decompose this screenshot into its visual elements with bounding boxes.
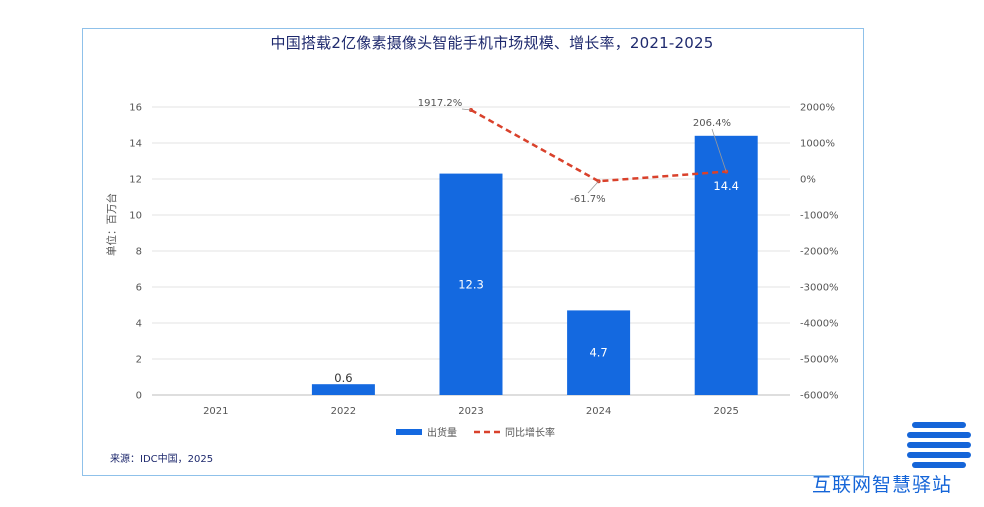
y2-tick-label: 0% bbox=[800, 175, 816, 186]
y-tick-label: 2 bbox=[136, 355, 142, 366]
y-tick-label: 12 bbox=[129, 175, 142, 186]
y2-tick-label: -5000% bbox=[800, 355, 839, 366]
x-tick-label: 2022 bbox=[331, 406, 356, 417]
watermark-text: 互联网智慧驿站 bbox=[812, 474, 953, 496]
x-tick-label: 2025 bbox=[713, 406, 738, 417]
bar-data-label: 14.4 bbox=[713, 179, 739, 193]
chart-title: 中国搭载2亿像素摄像头智能手机市场规模、增长率，2021-2025 bbox=[270, 34, 714, 52]
line-data-label: -61.7% bbox=[570, 194, 605, 205]
x-tick-label: 2021 bbox=[203, 406, 228, 417]
y-tick-label: 10 bbox=[129, 211, 142, 222]
label-leader-line bbox=[587, 180, 599, 194]
y-tick-label: 14 bbox=[129, 139, 142, 150]
y2-tick-label: -2000% bbox=[800, 247, 839, 258]
y-tick-label: 8 bbox=[136, 247, 142, 258]
line-data-label: 1917.2% bbox=[418, 98, 463, 109]
y-tick-label: 16 bbox=[129, 103, 142, 114]
y2-tick-label: -3000% bbox=[800, 283, 839, 294]
y2-tick-label: 1000% bbox=[800, 139, 835, 150]
bar bbox=[567, 310, 631, 395]
legend-bar-label: 出货量 bbox=[427, 426, 457, 439]
bar bbox=[311, 384, 375, 395]
source-note: 来源：IDC中国，2025 bbox=[110, 454, 214, 465]
y2-tick-label: -1000% bbox=[800, 211, 839, 222]
x-tick-label: 2024 bbox=[586, 406, 611, 417]
y2-tick-label: -4000% bbox=[800, 319, 839, 330]
bar bbox=[694, 135, 758, 396]
bar-data-label: 12.3 bbox=[458, 277, 484, 291]
bar bbox=[439, 173, 503, 395]
y-tick-label: 0 bbox=[136, 391, 142, 402]
y2-tick-label: -6000% bbox=[800, 391, 839, 402]
growth-line bbox=[470, 108, 727, 183]
bar-data-label: 0.6 bbox=[334, 371, 352, 385]
line-data-label: 206.4% bbox=[693, 118, 731, 129]
bar-data-label: 4.7 bbox=[589, 346, 607, 360]
label-leader-line bbox=[711, 128, 727, 172]
x-tick-label: 2023 bbox=[458, 406, 483, 417]
label-leader-line bbox=[461, 108, 472, 111]
y-tick-label: 6 bbox=[136, 283, 142, 294]
y-tick-label: 4 bbox=[136, 319, 142, 330]
watermark-logo-icon bbox=[907, 422, 971, 468]
legend-bar-swatch bbox=[396, 429, 422, 435]
y2-tick-label: 2000% bbox=[800, 103, 835, 114]
legend-line-label: 同比增长率 bbox=[505, 426, 555, 439]
